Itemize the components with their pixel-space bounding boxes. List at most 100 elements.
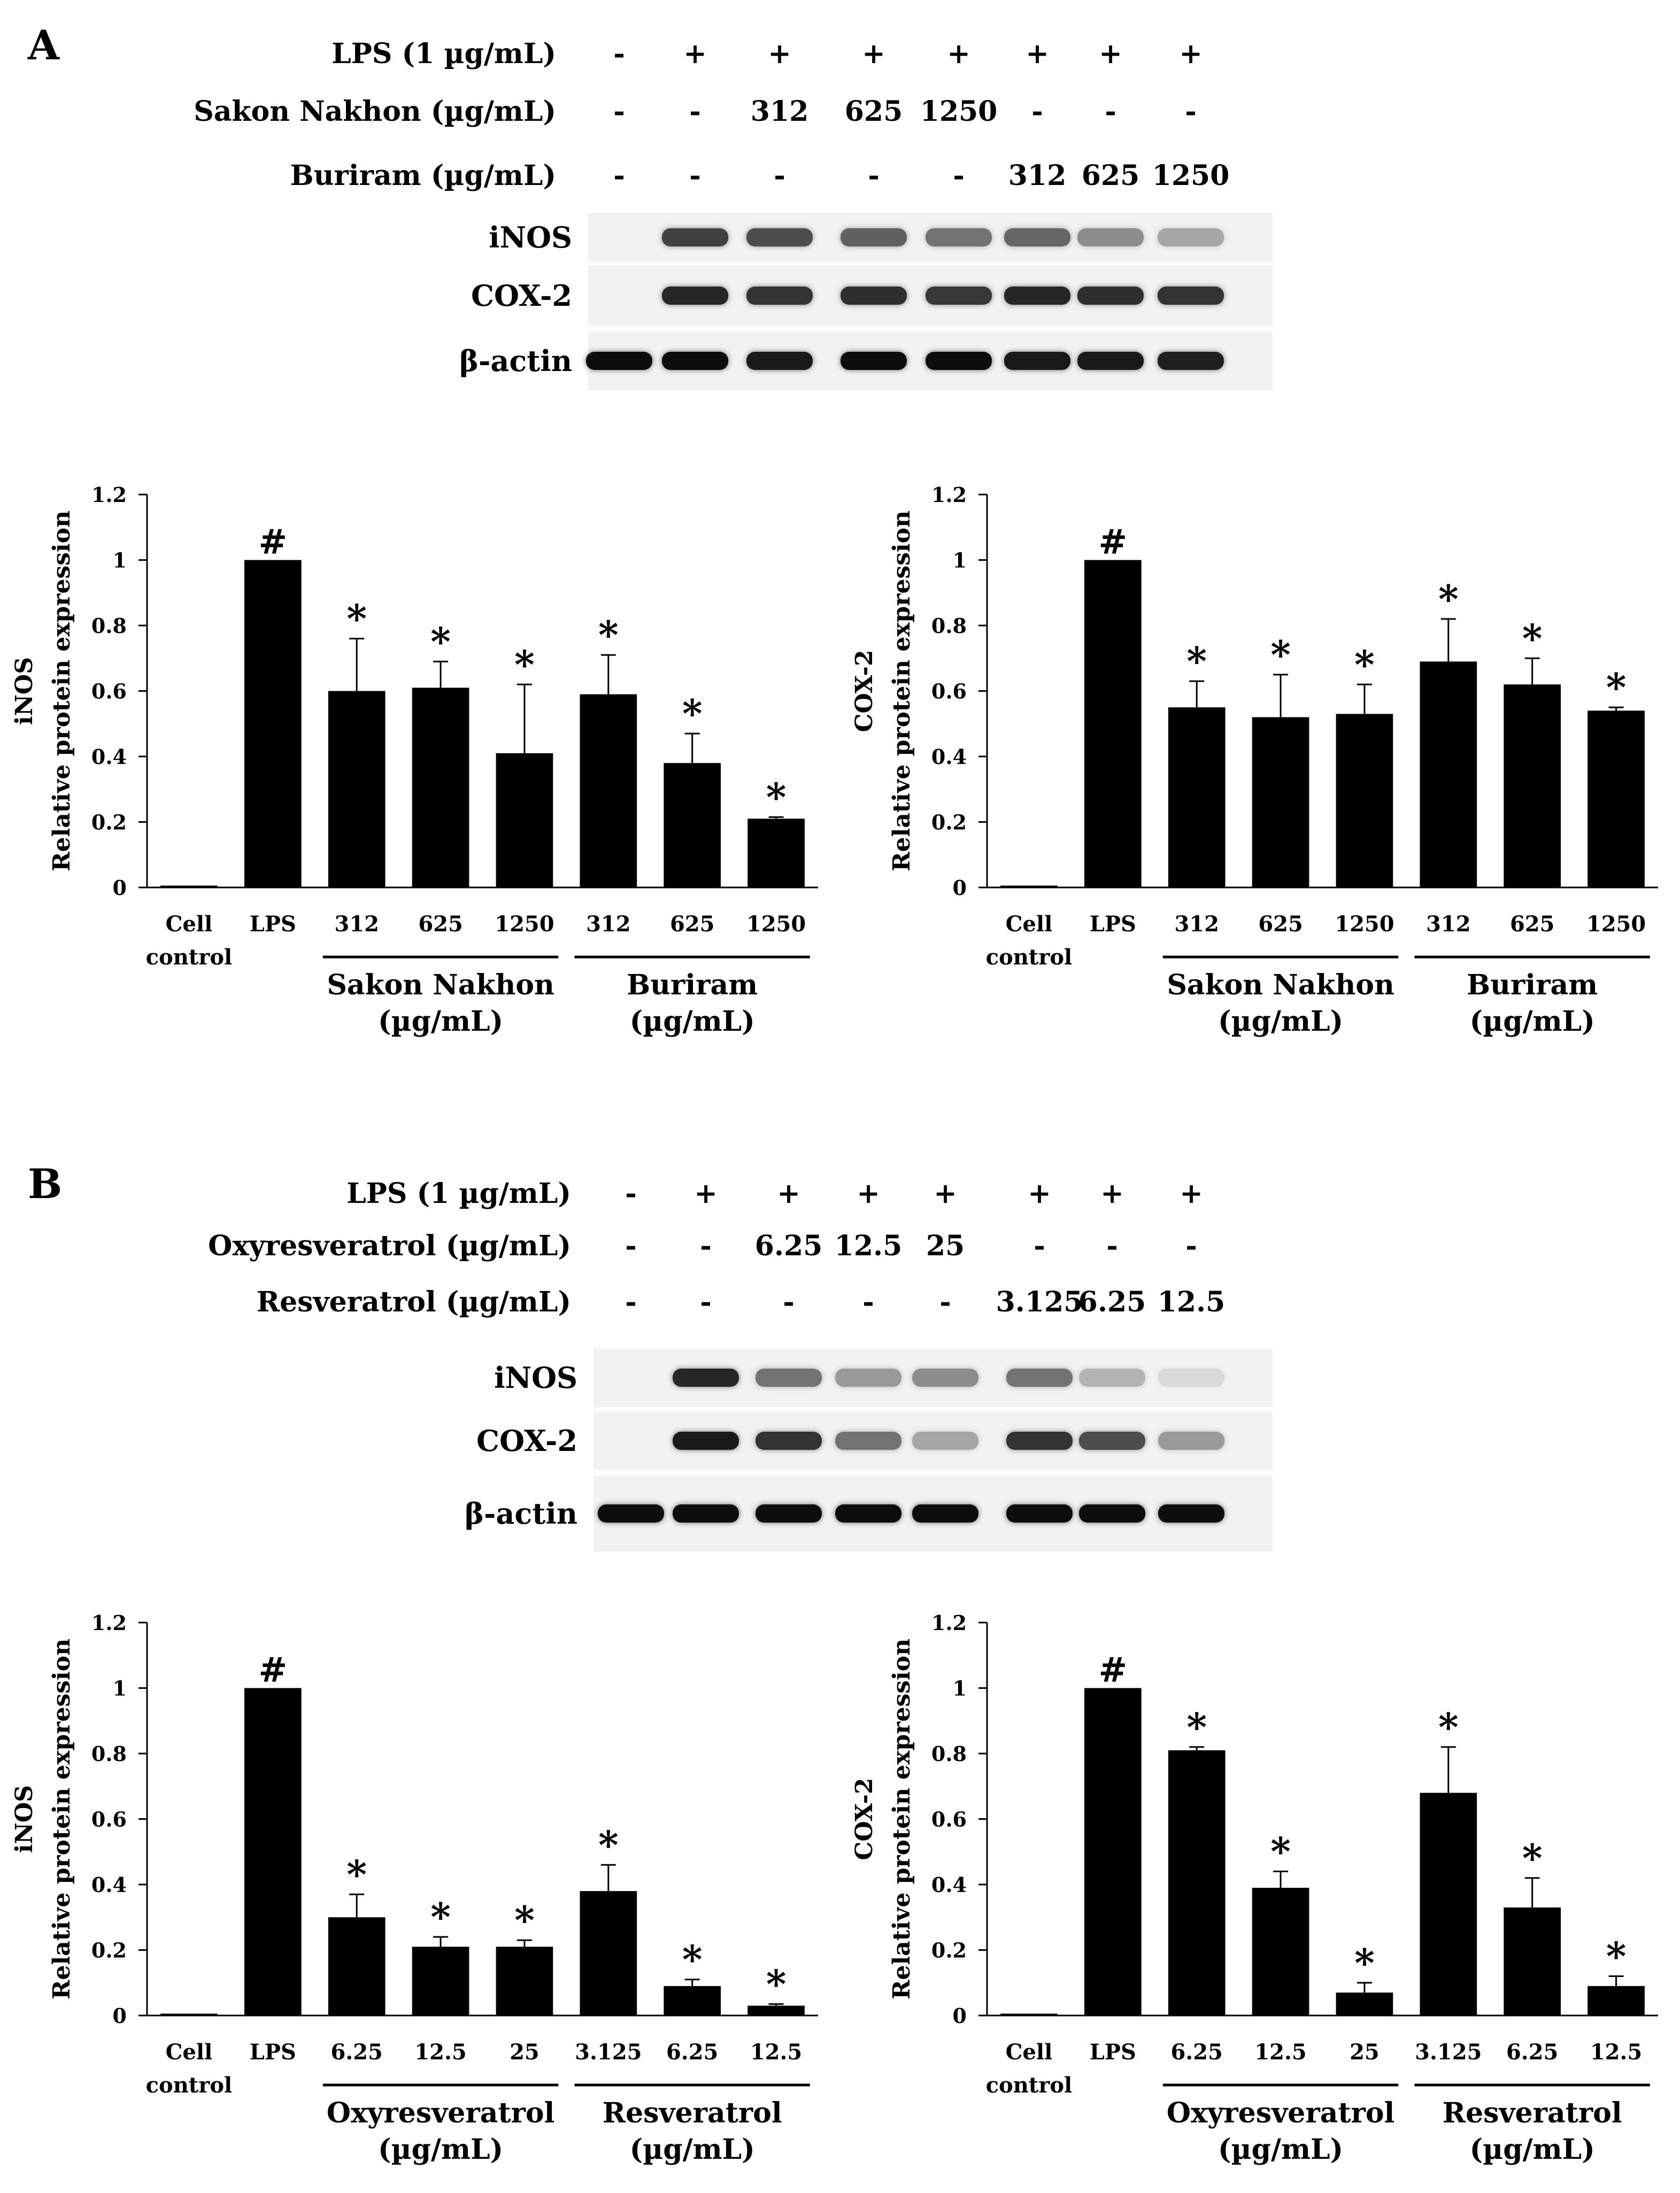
condition-label: Sakon Nakhon (µg/mL)	[194, 95, 556, 128]
blot-band	[1004, 352, 1070, 370]
blot-band	[598, 1504, 664, 1523]
blot-band	[673, 1432, 739, 1450]
condition-cell: 25	[926, 1230, 965, 1262]
bar	[1336, 714, 1393, 887]
y-tick-label: 0.2	[91, 1939, 127, 1963]
significance-mark: *	[1522, 615, 1543, 661]
panel-a-letter: A	[28, 21, 59, 69]
y-tick-label: 0.4	[91, 745, 127, 769]
condition-cell: 1250	[920, 95, 998, 128]
category-label: 3.125	[1415, 2040, 1482, 2065]
blot-band	[673, 1369, 739, 1387]
condition-cell: -	[1034, 1230, 1045, 1262]
condition-cell: -	[625, 1230, 637, 1262]
condition-cell: +	[777, 1177, 800, 1210]
condition-cell: +	[1028, 1177, 1051, 1210]
y-tick-label: 0.4	[91, 1873, 127, 1897]
significance-mark: #	[259, 522, 288, 562]
condition-cell: +	[857, 1177, 880, 1210]
panel-b-letter: B	[28, 1160, 63, 1208]
condition-label: Buriram (µg/mL)	[290, 159, 556, 192]
blot-band	[1077, 352, 1144, 370]
y-axis-label-group: iNOS Relative protein expression	[11, 511, 75, 871]
category-label: 12.5	[1590, 2040, 1642, 2065]
y-tick-label: 0.8	[91, 1742, 127, 1766]
condition-cell: +	[1099, 37, 1122, 70]
category-label: 312	[334, 912, 379, 937]
bar	[328, 1917, 386, 2016]
condition-cell: -	[613, 95, 625, 128]
condition-cell: 312	[750, 95, 809, 128]
category-label: 25	[1350, 2040, 1380, 2065]
condition-cell: +	[862, 37, 885, 70]
group-label: Buriram	[1467, 969, 1598, 1001]
blot-band	[912, 1432, 978, 1450]
y-axis-label-group: COX-2 Relative protein expression	[851, 1639, 915, 1999]
y-tick-label: 0.8	[931, 614, 967, 638]
y-tick-label: 1	[113, 549, 127, 573]
category-label: LPS	[1090, 912, 1136, 937]
blot-band	[756, 1369, 822, 1387]
bar	[1420, 661, 1477, 887]
category-label: control	[146, 2073, 233, 2098]
condition-cell: 3.125	[996, 1286, 1083, 1318]
condition-cell: 12.5	[834, 1230, 903, 1262]
y-tick-label: 0	[953, 876, 967, 900]
blot-band	[841, 228, 907, 246]
category-label: 312	[1426, 912, 1471, 937]
condition-cell: +	[683, 37, 707, 70]
condition-cell: -	[689, 159, 701, 192]
group-label: Oxyresveratrol	[327, 2097, 555, 2129]
blot-band	[912, 1369, 978, 1387]
condition-cell: -	[625, 1177, 637, 1210]
blot-band	[1004, 228, 1070, 246]
category-label: 12.5	[750, 2040, 802, 2065]
chart-b-cox2: 0 0.2 0.4 0.6 0.8 1 1.2 COX-2 Relative protein e…	[851, 1611, 1658, 2166]
category-label: 6.25	[666, 2040, 718, 2065]
blot-band	[1006, 1369, 1073, 1387]
condition-cell: -	[939, 1286, 951, 1318]
y-axis-label-group: iNOS Relative protein expression	[11, 1639, 75, 1999]
blot-band	[662, 287, 728, 305]
blot-band	[1158, 1432, 1224, 1450]
y-tick-label: 0	[113, 2004, 127, 2028]
condition-cell: 6.25	[754, 1230, 823, 1262]
group-unit: (µg/mL)	[1470, 2133, 1595, 2166]
bar	[1252, 717, 1309, 887]
blot-band	[1077, 228, 1144, 246]
significance-mark: #	[1099, 1650, 1128, 1690]
bar	[1336, 1993, 1393, 2016]
condition-cell: +	[1180, 1177, 1203, 1210]
category-label: 3.125	[575, 2040, 642, 2065]
significance-mark: #	[259, 1650, 288, 1690]
y-tick-label: 0.6	[91, 1808, 127, 1832]
bar	[747, 2005, 805, 2016]
condition-cell: 12.5	[1157, 1286, 1226, 1318]
category-label: 312	[1174, 912, 1219, 937]
group-unit: (µg/mL)	[1470, 1005, 1595, 1038]
condition-cell: -	[1106, 1230, 1118, 1262]
significance-mark: #	[1099, 522, 1128, 562]
blot-band	[1006, 1504, 1073, 1523]
blot-band	[746, 228, 813, 246]
category-label: 1250	[1335, 912, 1394, 937]
blot-band	[1158, 352, 1224, 370]
significance-mark: *	[1354, 1940, 1375, 1986]
blot-band	[841, 352, 907, 370]
bar	[1084, 560, 1142, 887]
category-label: LPS	[1090, 2040, 1136, 2065]
category-label: Cell	[166, 2040, 213, 2065]
condition-label: Resveratrol (µg/mL)	[256, 1286, 571, 1318]
blot-band	[912, 1504, 978, 1523]
blot-band	[673, 1504, 739, 1523]
significance-mark: *	[1522, 1835, 1543, 1881]
y-axis-label-name: COX-2	[851, 650, 878, 732]
condition-cell: -	[774, 159, 785, 192]
bar	[412, 688, 469, 887]
category-label: Cell	[1006, 2040, 1053, 2065]
chart-a-inos: 0 0.2 0.4 0.6 0.8 1 1.2 iNOS Relative protein ex…	[11, 483, 818, 1038]
bar	[1587, 1986, 1645, 2016]
blot-band	[926, 287, 992, 305]
group-label: Sakon Nakhon	[1167, 969, 1394, 1001]
category-label: 625	[418, 912, 463, 937]
